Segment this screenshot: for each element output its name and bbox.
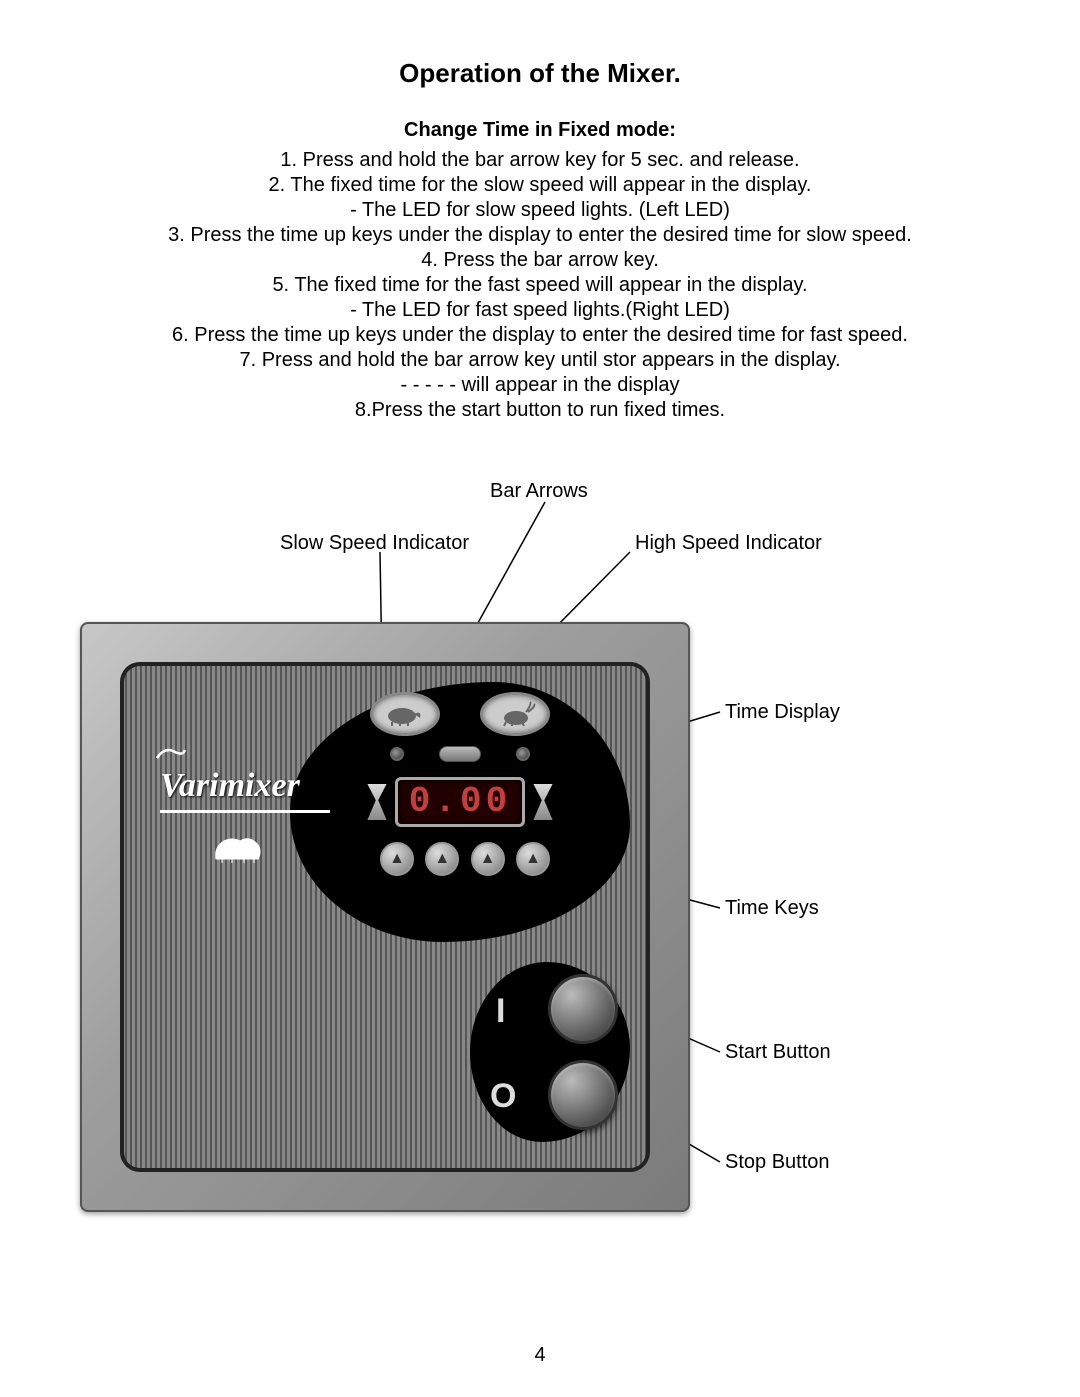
bar-arrow-key[interactable] xyxy=(439,746,481,762)
callout-stop-button: Stop Button xyxy=(725,1151,830,1174)
swirl-icon xyxy=(155,744,187,766)
instruction-step: - The LED for slow speed lights. (Left L… xyxy=(0,198,1080,222)
hourglass-right-icon xyxy=(531,784,555,820)
callout-slow-speed: Slow Speed Indicator xyxy=(280,532,469,555)
slow-speed-led xyxy=(390,747,404,761)
callout-start-button: Start Button xyxy=(725,1041,831,1064)
fast-speed-led xyxy=(516,747,530,761)
instruction-step: 2. The fixed time for the slow speed wil… xyxy=(0,173,1080,197)
led-row xyxy=(390,744,530,764)
section-subtitle: Change Time in Fixed mode: xyxy=(0,119,1080,142)
instruction-step: 3. Press the time up keys under the disp… xyxy=(0,223,1080,247)
time-keys-row: ▲ ▲ ▲ ▲ xyxy=(380,842,550,878)
time-key[interactable]: ▲ xyxy=(516,842,550,876)
digital-display-area: 0.00 xyxy=(350,772,570,832)
brand-underline xyxy=(160,810,330,813)
instruction-step: 1. Press and hold the bar arrow key for … xyxy=(0,148,1080,172)
display-cluster: Varimixer xyxy=(290,682,630,942)
stop-button[interactable] xyxy=(548,1060,618,1130)
time-key[interactable]: ▲ xyxy=(380,842,414,876)
panel-face: Varimixer xyxy=(120,662,650,1172)
instruction-step: 7. Press and hold the bar arrow key unti… xyxy=(0,348,1080,372)
page-title: Operation of the Mixer. xyxy=(0,0,1080,89)
stop-symbol-icon: O xyxy=(490,1077,516,1116)
callout-bar-arrows: Bar Arrows xyxy=(490,480,588,503)
callout-time-keys: Time Keys xyxy=(725,897,819,920)
instruction-step: 6. Press the time up keys under the disp… xyxy=(0,323,1080,347)
instruction-step: 5. The fixed time for the fast speed wil… xyxy=(0,273,1080,297)
instruction-step: 8.Press the start button to run fixed ti… xyxy=(0,398,1080,422)
start-button[interactable] xyxy=(548,974,618,1044)
speed-icons-row xyxy=(360,692,560,742)
time-key[interactable]: ▲ xyxy=(471,842,505,876)
instruction-step: - - - - - will appear in the display xyxy=(0,373,1080,397)
instruction-step: 4. Press the bar arrow key. xyxy=(0,248,1080,272)
hourglass-left-icon xyxy=(365,784,389,820)
time-display: 0.00 xyxy=(395,777,525,827)
turtle-icon xyxy=(370,692,440,736)
callout-time-display: Time Display xyxy=(725,701,840,724)
time-key[interactable]: ▲ xyxy=(425,842,459,876)
instruction-list: 1. Press and hold the bar arrow key for … xyxy=(0,148,1080,422)
callout-high-speed: High Speed Indicator xyxy=(635,532,822,555)
labeled-diagram: Bar Arrows Slow Speed Indicator High Spe… xyxy=(0,462,1080,1282)
start-stop-cluster: I O xyxy=(470,962,630,1142)
brand-label: Varimixer xyxy=(160,767,300,805)
instruction-step: - The LED for fast speed lights.(Right L… xyxy=(0,298,1080,322)
bear-icon xyxy=(210,827,266,865)
page-number: 4 xyxy=(0,1344,1080,1367)
mixer-control-panel: Varimixer xyxy=(80,622,690,1212)
rabbit-icon xyxy=(480,692,550,736)
start-symbol-icon: I xyxy=(496,992,505,1031)
